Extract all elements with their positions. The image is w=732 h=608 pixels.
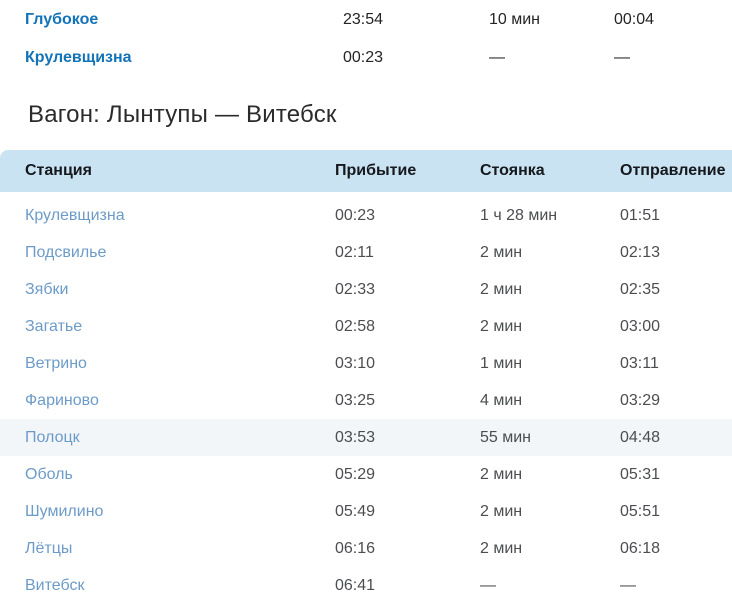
station-link[interactable]: Ветрино — [25, 354, 87, 372]
column-header-station: Станция — [25, 162, 92, 179]
departure-time: 04:48 — [620, 428, 661, 446]
stop-duration: 2 мин — [480, 280, 523, 298]
table-row: Подсвилье 02:11 2 мин 02:13 — [0, 234, 732, 271]
arrival-time: 03:53 — [335, 428, 376, 446]
column-header-departure: Отправление — [620, 162, 726, 179]
station-link[interactable]: Зябки — [25, 280, 69, 298]
table-row: Лётцы 06:16 2 мин 06:18 — [0, 530, 732, 567]
departure-time: 05:31 — [620, 465, 661, 483]
stop-duration: 2 мин — [480, 502, 523, 520]
arrival-time: 02:58 — [335, 317, 376, 335]
table-row: Шумилино 05:49 2 мин 05:51 — [0, 493, 732, 530]
station-link[interactable]: Глубокое — [25, 11, 99, 28]
table-row: Загатье 02:58 2 мин 03:00 — [0, 308, 732, 345]
table-row: Крулевщизна 00:23 — — — [0, 39, 732, 77]
table-row: Глубокое 23:54 10 мин 00:04 — [0, 1, 732, 39]
arrival-time: 02:33 — [335, 280, 376, 298]
arrival-time: 03:10 — [335, 354, 376, 372]
table-row: Крулевщизна 00:23 1 ч 28 мин 01:51 — [0, 197, 732, 234]
stop-duration: — — [489, 49, 505, 66]
departure-time: 03:11 — [620, 354, 659, 372]
wagon-heading: Вагон: Лынтупы — Витебск — [28, 101, 337, 128]
departure-time: 02:13 — [620, 243, 661, 261]
stop-duration: 2 мин — [480, 243, 523, 261]
stop-duration: 10 мин — [489, 11, 541, 28]
stop-duration: 2 мин — [480, 465, 523, 483]
table-row: Фариново 03:25 4 мин 03:29 — [0, 382, 732, 419]
stop-duration: — — [480, 576, 496, 594]
station-link[interactable]: Полоцк — [25, 428, 80, 446]
departure-time: — — [620, 576, 636, 594]
station-link[interactable]: Шумилино — [25, 502, 104, 520]
column-header-stop: Стоянка — [480, 162, 545, 179]
station-link[interactable]: Подсвилье — [25, 243, 107, 261]
station-link[interactable]: Оболь — [25, 465, 73, 483]
station-link[interactable]: Крулевщизна — [25, 49, 132, 66]
arrival-time: 00:23 — [343, 49, 384, 66]
arrival-time: 06:41 — [335, 576, 376, 594]
table-row: Ветрино 03:10 1 мин 03:11 — [0, 345, 732, 382]
stop-duration: 4 мин — [480, 391, 523, 409]
departure-time: 03:29 — [620, 391, 661, 409]
departure-time: — — [614, 49, 630, 66]
stop-duration: 55 мин — [480, 428, 532, 446]
stop-duration: 1 мин — [480, 354, 523, 372]
arrival-time: 06:16 — [335, 539, 376, 557]
departure-time: 05:51 — [620, 502, 661, 520]
departure-time: 00:04 — [614, 11, 655, 28]
arrival-time: 00:23 — [335, 206, 376, 224]
arrival-time: 05:29 — [335, 465, 376, 483]
departure-time: 01:51 — [620, 206, 661, 224]
departure-time: 06:18 — [620, 539, 661, 557]
station-link[interactable]: Фариново — [25, 391, 99, 409]
station-link[interactable]: Витебск — [25, 576, 85, 594]
table-header-row: Станция Прибытие Стоянка Отправление — [0, 150, 732, 192]
stop-duration: 2 мин — [480, 317, 523, 335]
station-link[interactable]: Загатье — [25, 317, 83, 335]
table-body: Крулевщизна 00:23 1 ч 28 мин 01:51 Подсв… — [0, 192, 732, 604]
station-link[interactable]: Крулевщизна — [25, 206, 125, 224]
arrival-time: 02:11 — [335, 243, 374, 261]
wagon-schedule-table: Станция Прибытие Стоянка Отправление Кру… — [0, 150, 732, 604]
table-row: Полоцк 03:53 55 мин 04:48 — [0, 419, 732, 456]
table-row: Витебск 06:41 — — — [0, 567, 732, 604]
arrival-time: 23:54 — [343, 11, 384, 28]
stop-duration: 2 мин — [480, 539, 523, 557]
column-header-arrival: Прибытие — [335, 162, 417, 179]
table-row: Оболь 05:29 2 мин 05:31 — [0, 456, 732, 493]
previous-wagon-table: Глубокое 23:54 10 мин 00:04 Крулевщизна … — [0, 0, 732, 77]
departure-time: 02:35 — [620, 280, 661, 298]
arrival-time: 05:49 — [335, 502, 376, 520]
stop-duration: 1 ч 28 мин — [480, 206, 558, 224]
table-row: Зябки 02:33 2 мин 02:35 — [0, 271, 732, 308]
departure-time: 03:00 — [620, 317, 661, 335]
arrival-time: 03:25 — [335, 391, 376, 409]
station-link[interactable]: Лётцы — [25, 539, 73, 557]
